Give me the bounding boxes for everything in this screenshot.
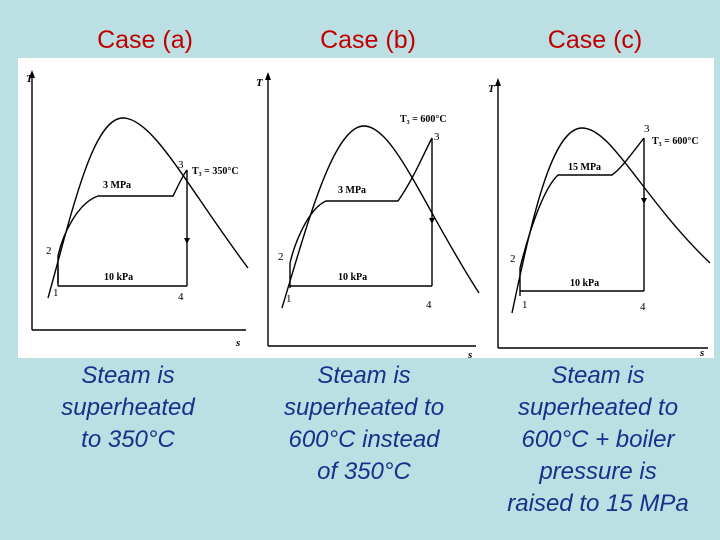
state-4-label: 4 — [640, 301, 646, 313]
case-a-caption: Steam is superheated to 350°C — [20, 360, 236, 456]
caption-line: superheated to — [517, 394, 679, 421]
state-3-temperature: T₃ = 600°C — [652, 136, 699, 147]
state-2-label: 2 — [46, 245, 52, 257]
cycle-boiler-line — [57, 169, 188, 283]
state-2-label: 2 — [278, 251, 284, 263]
caption-line: to 350°C — [81, 426, 175, 453]
caption-line: 600°C + boiler — [521, 426, 675, 453]
saturation-dome — [511, 127, 711, 314]
saturation-dome — [47, 117, 249, 299]
cycle-boiler-line — [519, 137, 645, 296]
axis-x-label: s — [467, 349, 472, 358]
state-1-label: 1 — [522, 299, 528, 311]
state-4-label: 4 — [178, 291, 184, 303]
case-a-ts-svg: T s 3 MPa 10 kPa T₃ = 350°C 1 2 3 4 — [26, 70, 249, 349]
caption-line: Steam is — [317, 362, 411, 389]
caption-line: 600°C instead — [288, 426, 440, 453]
state-3-label: 3 — [434, 131, 440, 143]
case-b-title: Case (b) — [320, 26, 416, 54]
state-3-temperature: T₃ = 600°C — [400, 114, 447, 125]
high-pressure-label: 15 MPa — [568, 162, 601, 173]
state-4-label: 4 — [426, 299, 432, 311]
state-1-label: 1 — [53, 287, 59, 299]
axis-y-label: T — [256, 77, 264, 89]
caption-line: superheated to — [283, 394, 445, 421]
high-pressure-label: 3 MPa — [338, 185, 366, 196]
cycle-boiler-line — [289, 137, 433, 288]
state-3-label: 3 — [644, 123, 650, 135]
high-pressure-label: 3 MPa — [103, 180, 131, 191]
axis-y-label: T — [488, 83, 496, 95]
case-b-ts-svg: T s 3 MPa 10 kPa T₃ = 600°C 1 2 3 4 — [256, 72, 480, 358]
case-c-caption: Steam is superheated to 600°C + boiler p… — [480, 360, 716, 520]
state-1-label: 1 — [286, 293, 292, 305]
case-c-ts-diagram: T s 15 MPa 10 kPa T₃ = 600°C 1 2 3 4 — [482, 58, 714, 358]
saturation-dome — [281, 125, 480, 309]
case-c-ts-svg: T s 15 MPa 10 kPa T₃ = 600°C 1 2 3 4 — [488, 78, 711, 358]
state-3-temperature: T₃ = 350°C — [192, 166, 239, 177]
low-pressure-label: 10 kPa — [338, 272, 367, 283]
caption-line: Steam is — [551, 362, 645, 389]
caption-line: pressure is — [539, 458, 657, 485]
axis-x-label: s — [235, 337, 240, 349]
case-c-title: Case (c) — [547, 26, 643, 54]
axis-x-label: s — [699, 347, 704, 358]
caption-line: Steam is — [81, 362, 175, 389]
case-b-caption: Steam is superheated to 600°C instead of… — [254, 360, 474, 488]
caption-line: raised to 15 MPa — [507, 490, 689, 517]
state-2-label: 2 — [510, 253, 516, 265]
case-a-ts-diagram: T s 3 MPa 10 kPa T₃ = 350°C 1 2 3 4 — [18, 58, 254, 358]
axis-y-label: T — [26, 73, 34, 85]
state-3-label: 3 — [178, 159, 184, 171]
case-b-ts-diagram: T s 3 MPa 10 kPa T₃ = 600°C 1 2 3 4 — [254, 58, 482, 358]
low-pressure-label: 10 kPa — [104, 272, 133, 283]
caption-line: of 350°C — [317, 458, 411, 485]
low-pressure-label: 10 kPa — [570, 278, 599, 289]
case-a-title: Case (a) — [97, 26, 193, 54]
caption-line: superheated — [61, 394, 195, 421]
